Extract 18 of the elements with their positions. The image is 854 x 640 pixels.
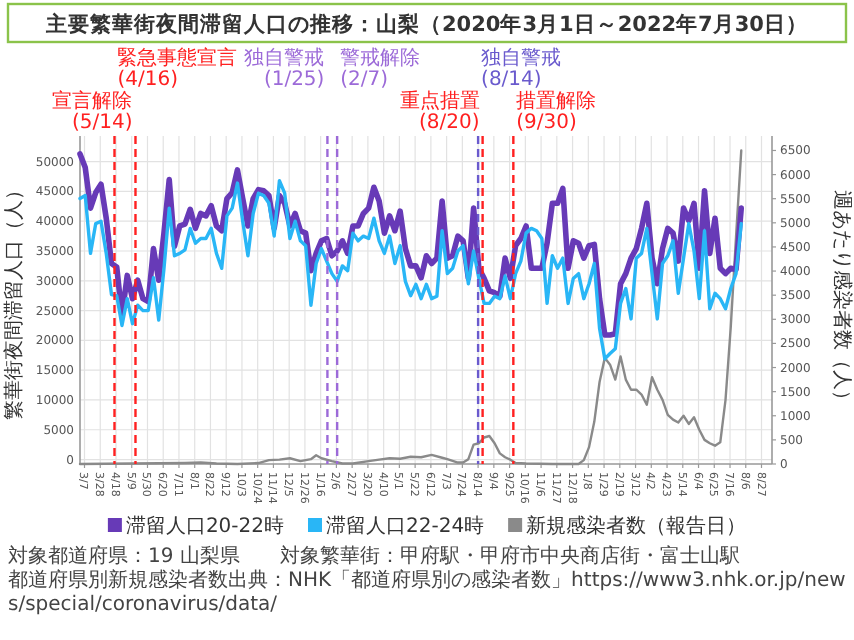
line-series (78, 178, 743, 361)
legend-label: 滞留人口20-22時 (125, 514, 284, 538)
line-series (78, 149, 743, 466)
ref-line-label: 緊急事態宣言(4/16) (117, 46, 238, 91)
line-series (77, 151, 745, 338)
y2-axis-title: 週あたり感染者数（人） (830, 190, 854, 410)
legend-label: 滞留人口22-24時 (326, 514, 485, 538)
ref-line-label: 措置解除(9/30) (516, 89, 597, 134)
ref-line-label: 宣言解除(5/14) (52, 89, 133, 134)
ref-line-label: 独自警戒(8/14) (481, 46, 562, 91)
text: 都道府県別新規感染者数出典：NHK「都道府県別の感染者数」https://www3.nhk.or.jp/news/special/coronavirus/data/ (8, 568, 846, 616)
ref-line-label: 独自警戒(1/25) (244, 46, 325, 91)
y-axis-title: 繁華街夜間滞留人口（人） (2, 180, 26, 420)
ref-line-label: 重点措置(8/20) (399, 89, 480, 134)
ref-line-label: 警戒解除(2/7) (340, 46, 421, 91)
text: 対象都道府県：19 山梨県 対象繁華街：甲府駅・甲府市中央商店街・富士山駅 (8, 544, 740, 568)
chart-title: 主要繁華街夜間滞留人口の推移：山梨（2020年3月1日～2022年7月30日） (44, 11, 808, 37)
legend-label: 新規感染者数（報告日） (526, 514, 747, 538)
